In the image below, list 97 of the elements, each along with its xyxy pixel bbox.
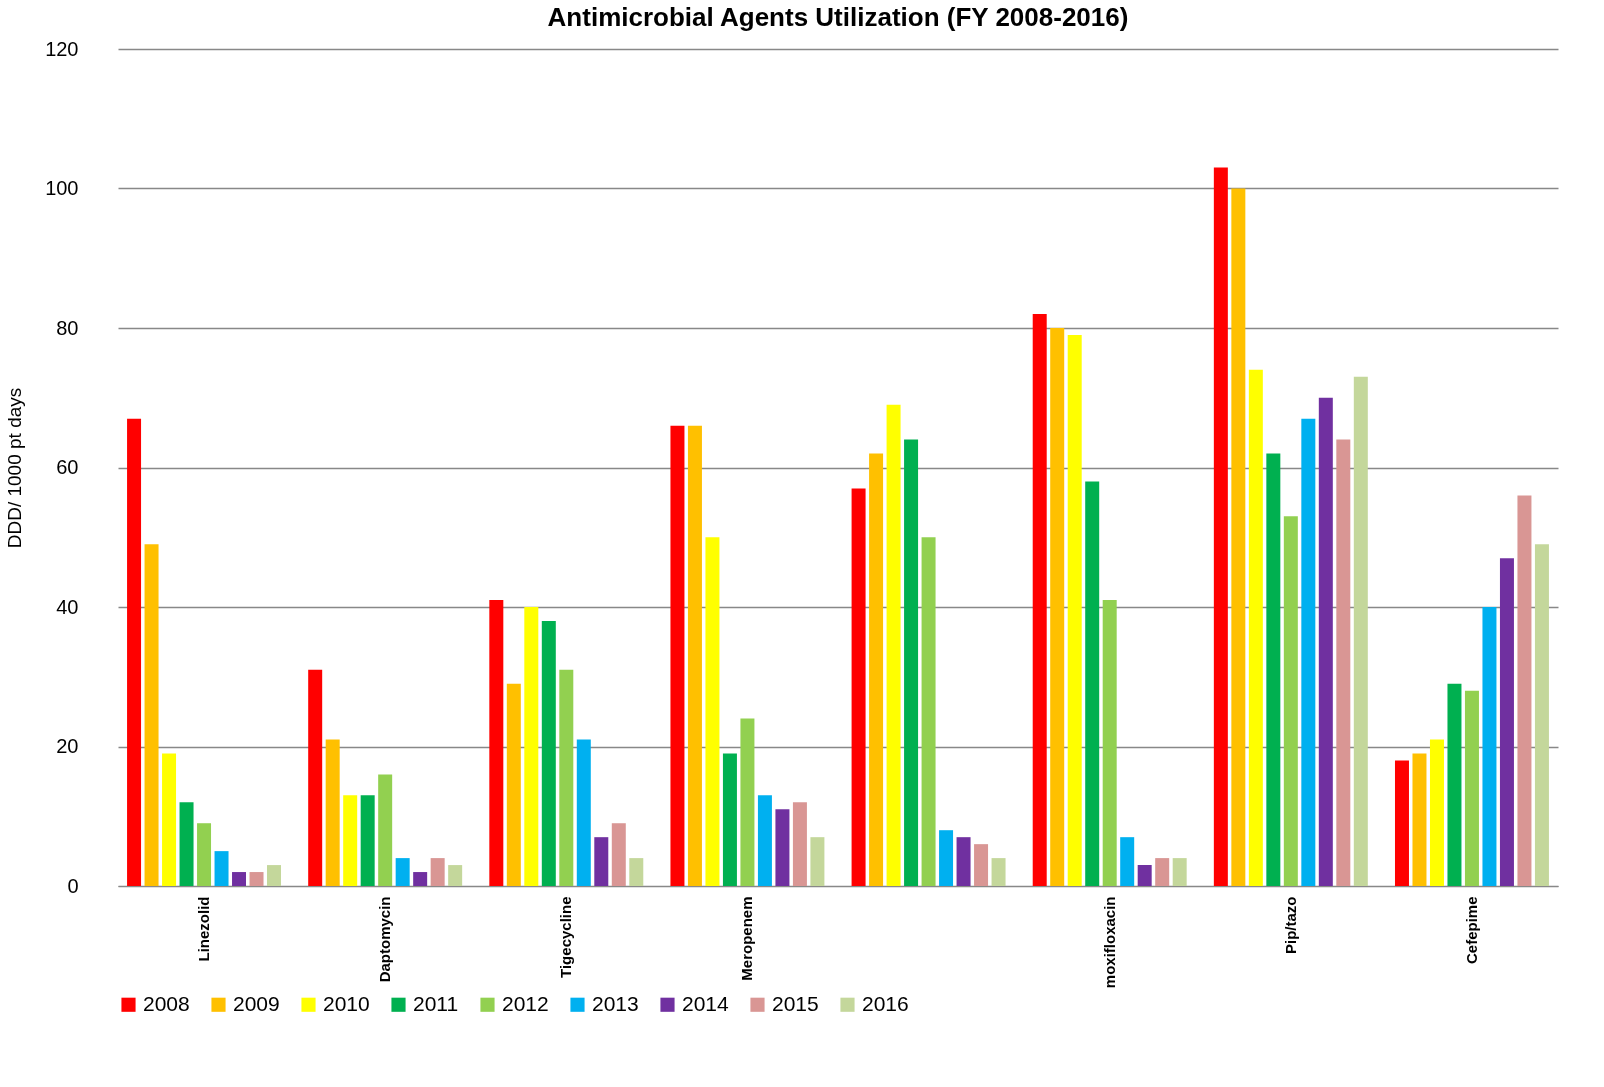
legend-label: 2010 bbox=[323, 991, 370, 1015]
bar bbox=[687, 425, 702, 886]
legend-label: 2015 bbox=[772, 991, 819, 1015]
legend-label: 2012 bbox=[502, 991, 549, 1015]
bar bbox=[991, 858, 1006, 886]
bar bbox=[430, 858, 445, 886]
x-tick-label: Pip/tazo bbox=[1281, 896, 1299, 955]
y-axis-title: DDD/ 1000 pt days bbox=[4, 387, 26, 549]
legend-label: 2011 bbox=[413, 991, 459, 1015]
bar bbox=[524, 607, 539, 886]
bar bbox=[740, 718, 755, 886]
bar bbox=[629, 858, 644, 886]
bar bbox=[559, 669, 574, 886]
x-tick-label: moxifloxacin bbox=[1100, 896, 1118, 989]
bar bbox=[792, 802, 807, 886]
x-tick-label: Daptomycin bbox=[376, 896, 394, 983]
bar bbox=[249, 872, 264, 886]
bar bbox=[1050, 328, 1065, 886]
y-tick-label: 40 bbox=[56, 595, 79, 618]
legend-label: 2013 bbox=[592, 991, 639, 1015]
bar bbox=[1283, 516, 1298, 886]
bar bbox=[162, 753, 177, 886]
bar bbox=[1301, 418, 1316, 886]
bar bbox=[1336, 439, 1351, 886]
bar bbox=[939, 830, 954, 886]
y-tick-label: 0 bbox=[67, 874, 79, 897]
bar bbox=[722, 753, 737, 886]
bar bbox=[1172, 858, 1187, 886]
bar bbox=[448, 865, 463, 886]
bar bbox=[343, 795, 358, 886]
bar bbox=[1499, 558, 1514, 886]
bar bbox=[1120, 837, 1135, 886]
bar bbox=[956, 837, 971, 886]
bar bbox=[921, 537, 936, 886]
y-tick-label: 100 bbox=[45, 177, 79, 199]
bar bbox=[308, 669, 323, 886]
bar bbox=[611, 823, 626, 886]
bar bbox=[576, 739, 591, 886]
x-tick-label: Meropenem bbox=[738, 896, 756, 981]
bar bbox=[1318, 397, 1333, 886]
bar bbox=[757, 795, 772, 886]
bar bbox=[886, 404, 901, 886]
legend-label: 2014 bbox=[682, 991, 730, 1015]
bar bbox=[1231, 188, 1246, 886]
bar bbox=[1248, 369, 1263, 886]
bar bbox=[144, 544, 159, 886]
bar bbox=[541, 620, 556, 886]
bar bbox=[489, 600, 504, 886]
y-tick-label: 20 bbox=[56, 735, 79, 757]
bar bbox=[267, 865, 282, 886]
bar bbox=[214, 851, 229, 886]
bar bbox=[360, 795, 375, 886]
bar bbox=[179, 802, 194, 886]
bar bbox=[869, 453, 884, 886]
bar bbox=[670, 425, 685, 886]
bar bbox=[127, 418, 142, 886]
bar bbox=[705, 537, 720, 886]
bar bbox=[1032, 314, 1047, 886]
bar bbox=[1137, 865, 1152, 886]
bar bbox=[1482, 607, 1497, 886]
bar bbox=[325, 739, 340, 886]
bar bbox=[1067, 334, 1082, 886]
bar bbox=[1429, 739, 1444, 886]
bar bbox=[1213, 167, 1228, 886]
legend-label: 2016 bbox=[862, 991, 909, 1015]
chart-title: Antimicrobial Agents Utilization (FY 2008-2016) bbox=[547, 2, 1129, 32]
bar bbox=[1394, 760, 1409, 886]
bar bbox=[1517, 495, 1532, 886]
bar bbox=[232, 872, 247, 886]
bar bbox=[974, 844, 989, 886]
bar bbox=[1353, 376, 1368, 886]
bar bbox=[1412, 753, 1427, 886]
bar bbox=[1102, 600, 1117, 886]
bar bbox=[904, 439, 919, 886]
bar bbox=[851, 488, 866, 886]
bar bbox=[378, 774, 393, 886]
bar bbox=[413, 872, 428, 886]
x-tick-label: Tigecycline bbox=[557, 896, 575, 978]
bar bbox=[1534, 544, 1549, 886]
y-tick-label: 60 bbox=[56, 456, 79, 478]
y-tick-label: 120 bbox=[45, 37, 79, 60]
bar bbox=[810, 837, 825, 886]
legend-label: 2008 bbox=[143, 991, 190, 1015]
bar bbox=[506, 683, 521, 886]
y-tick-label: 80 bbox=[56, 316, 79, 339]
x-tick-label: Cefepime bbox=[1462, 896, 1480, 965]
bar bbox=[594, 837, 609, 886]
bar bbox=[197, 823, 212, 886]
legend-label: 2009 bbox=[233, 991, 280, 1015]
bar bbox=[775, 809, 790, 886]
bar bbox=[1266, 453, 1281, 886]
bar bbox=[1085, 481, 1100, 886]
bar bbox=[1447, 683, 1462, 886]
bar bbox=[1464, 690, 1479, 886]
x-tick-label: Linezolid bbox=[195, 896, 213, 962]
bar bbox=[1155, 858, 1170, 886]
bar bbox=[395, 858, 410, 886]
